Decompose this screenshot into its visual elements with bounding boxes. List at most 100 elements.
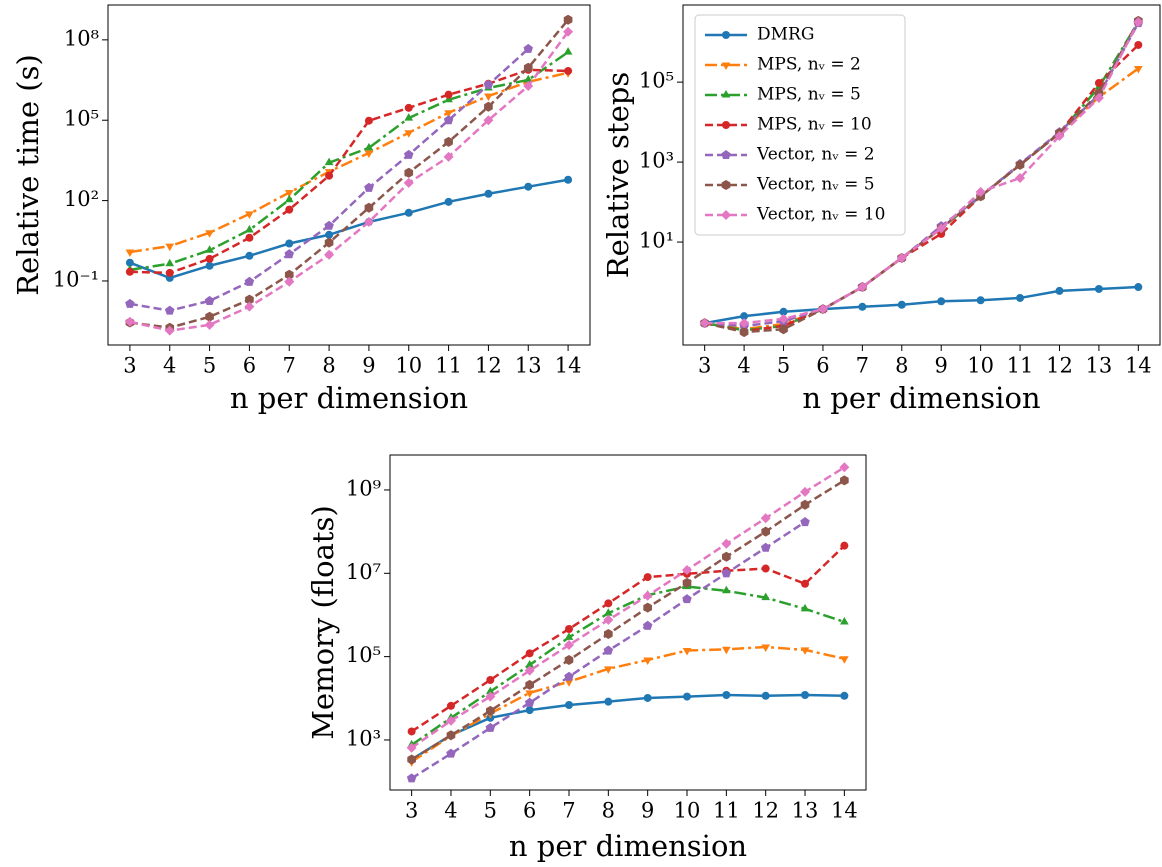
data-point [244, 276, 255, 286]
data-point [683, 692, 692, 701]
data-point [722, 585, 731, 594]
subplot: 3 4 5 6 7 8 9 10 11 12 13 14 10³ 10⁵ 10⁷ 10⁹ n per dimen… [306, 454, 867, 863]
legend-box [694, 14, 906, 236]
data-point [760, 542, 771, 552]
data-point [800, 499, 810, 510]
data-point [324, 237, 334, 248]
x-tick-label: 11 [1007, 354, 1034, 378]
data-point [1134, 40, 1143, 49]
data-point [403, 149, 414, 159]
data-point [896, 252, 907, 263]
x-tick-label: 3 [405, 799, 418, 823]
data-point [1094, 79, 1103, 88]
data-point [739, 327, 749, 338]
series-line [410, 645, 845, 763]
y-tick-label: 10² [64, 187, 99, 211]
data-point [205, 254, 214, 263]
data-point [817, 304, 828, 315]
data-point [643, 657, 652, 666]
x-axis-label: n per dimension [509, 829, 747, 863]
series-line [129, 51, 569, 272]
data-point [801, 579, 810, 588]
data-point [642, 620, 653, 630]
data-point [839, 462, 850, 473]
data-point [404, 113, 414, 121]
data-point [760, 513, 771, 524]
data-point [1134, 283, 1143, 292]
data-point [761, 691, 770, 700]
y-tick-label: 10⁷ [346, 560, 381, 584]
legend-label: Vector, nᵥ = 2 [756, 145, 875, 165]
y-tick-label: 10⁸ [64, 26, 99, 50]
data-point [858, 302, 867, 311]
data-point [739, 318, 750, 329]
data-point [800, 486, 811, 497]
x-tick-label: 4 [163, 354, 176, 378]
legend-marker [721, 150, 731, 160]
data-point [165, 258, 175, 267]
data-point [1094, 284, 1103, 293]
data-point [485, 705, 495, 716]
x-tick-label: 6 [816, 354, 829, 378]
data-point [484, 189, 493, 198]
data-point [563, 47, 573, 55]
data-point [761, 644, 771, 653]
x-tick-label: 12 [1046, 354, 1073, 378]
data-point [485, 691, 496, 702]
data-point [245, 211, 254, 219]
data-point [364, 116, 373, 125]
x-tick-label: 8 [602, 799, 615, 823]
data-point [840, 541, 849, 550]
data-point [244, 301, 255, 312]
x-tick-label: 3 [123, 354, 136, 378]
data-point [446, 730, 456, 741]
data-point [205, 311, 214, 322]
y-tick-label: 10³ [346, 726, 381, 750]
data-point [205, 245, 214, 253]
data-point [1133, 16, 1144, 27]
x-tick-label: 8 [322, 354, 335, 378]
data-point [523, 43, 534, 53]
series-line [410, 585, 845, 746]
data-point [800, 517, 810, 527]
data-point [407, 727, 416, 736]
series-line [704, 21, 1140, 325]
data-point [1054, 130, 1065, 141]
data-point [407, 754, 416, 765]
data-point [563, 640, 574, 651]
legend-marker [721, 180, 731, 190]
legend-marker [721, 90, 731, 98]
data-point [125, 298, 135, 308]
data-point [125, 258, 134, 267]
data-point [722, 551, 731, 562]
legend-label: MPS, nᵥ = 2 [757, 55, 861, 75]
data-point [444, 136, 453, 147]
data-point [604, 628, 613, 639]
legend-label: DMRG [757, 25, 814, 45]
data-point [443, 151, 454, 162]
data-point [404, 130, 414, 138]
data-point [285, 239, 294, 248]
data-point [484, 101, 493, 112]
data-point [801, 691, 810, 700]
data-point [404, 208, 413, 217]
data-point [525, 659, 534, 668]
data-point [364, 142, 374, 151]
data-point [404, 103, 413, 112]
data-point [721, 568, 732, 578]
data-point [325, 230, 334, 239]
data-point [164, 325, 175, 336]
data-point [642, 590, 653, 601]
subplot: 3 4 5 6 7 8 9 10 11 12 13 14 10¹ 10³ 10⁵ n per dimensio… [601, 4, 1161, 415]
data-point [524, 665, 535, 676]
data-point [443, 115, 454, 125]
data-point [364, 182, 374, 192]
data-point [563, 14, 573, 25]
data-point [722, 691, 731, 700]
plot-frame [389, 454, 867, 791]
x-tick-label: 7 [856, 354, 869, 378]
data-point [800, 647, 810, 655]
data-point [245, 294, 254, 305]
legend-label: Vector, nᵥ = 10 [756, 205, 885, 225]
data-point [285, 205, 294, 214]
